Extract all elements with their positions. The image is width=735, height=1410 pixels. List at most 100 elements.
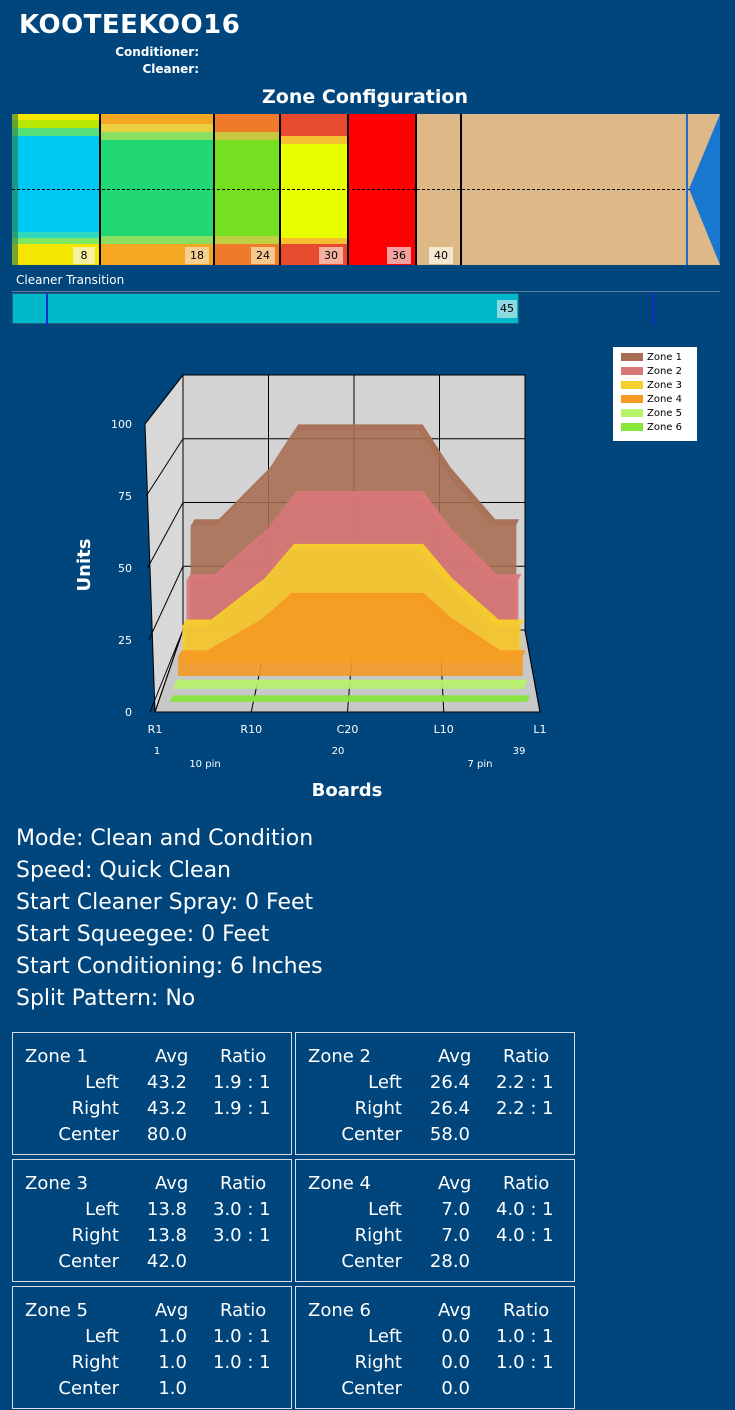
legend-entry-zone-2: Zone 2 (621, 366, 682, 378)
x-sub-label: 20 (332, 746, 345, 757)
ratio-header: Ratio (220, 1173, 267, 1194)
zone-name: Zone 4 (308, 1173, 371, 1194)
zone-name: Zone 3 (25, 1173, 88, 1194)
avg-header: Avg (438, 1300, 472, 1321)
left-ratio: 1.9 : 1 (213, 1072, 271, 1093)
left-ratio: 1.0 : 1 (213, 1326, 271, 1347)
legend-entry-zone-1: Zone 1 (621, 352, 682, 364)
zone-3-area-top (182, 543, 524, 626)
zone-5-stats-card: Zone 5 Avg Ratio Left 1.0 1.0 : 1 Right 1.0 1.0 … (12, 1286, 292, 1409)
zone-1-area-top (191, 424, 520, 526)
left-ratio: 2.2 : 1 (496, 1072, 554, 1093)
right-ratio: 2.2 : 1 (496, 1098, 554, 1119)
speed-setting: Speed: Quick Clean (16, 858, 232, 883)
zone-5-area (173, 685, 526, 689)
zone-marker: 8 (73, 247, 95, 264)
lane-zone-4: 30 (281, 114, 349, 265)
left-label: Left (85, 1072, 119, 1093)
right-ratio: 4.0 : 1 (496, 1225, 554, 1246)
x-sub-label: 10 pin (189, 759, 220, 770)
center-avg: 42.0 (146, 1251, 187, 1272)
zone-marker: 40 (429, 247, 453, 264)
x-tick-label: R1 (148, 723, 163, 736)
split-pattern-setting: Split Pattern: No (16, 986, 196, 1011)
cleaner-transition-marker: 45 (497, 300, 517, 318)
ratio-header: Ratio (220, 1046, 267, 1067)
zone-4-area (177, 598, 523, 676)
zone-4-area-top (178, 592, 526, 657)
right-label: Right (71, 1225, 119, 1246)
right-avg: 43.2 (146, 1098, 187, 1119)
zone-configuration-title: Zone Configuration (262, 86, 468, 108)
zone-name: Zone 1 (25, 1046, 88, 1067)
avg-header: Avg (438, 1173, 472, 1194)
chart-legend: Zone 1 Zone 2 Zone 3 Zone 4 Zone 5 Zone … (613, 347, 697, 441)
zone-3-stats-card: Zone 3 Avg Ratio Left 13.8 3.0 : 1 Right 13.8 3.… (12, 1159, 292, 1282)
chart-y-axis-label: Units (74, 539, 95, 592)
x-sub-label: 7 pin (467, 759, 492, 770)
left-avg: 13.8 (146, 1199, 187, 1220)
avg-header: Avg (438, 1046, 472, 1067)
avg-header: Avg (155, 1300, 189, 1321)
right-avg: 7.0 (441, 1225, 470, 1246)
left-label: Left (85, 1199, 119, 1220)
cleaner-label: Cleaner: (142, 62, 199, 76)
center-label: Center (58, 1124, 119, 1145)
x-sub-label: 39 (513, 746, 526, 757)
ratio-header: Ratio (503, 1300, 550, 1321)
ratio-header: Ratio (503, 1173, 550, 1194)
left-label: Left (368, 1072, 402, 1093)
zone-2-stats-card: Zone 2 Avg Ratio Left 26.4 2.2 : 1 Right 26.4 2.… (295, 1032, 575, 1155)
lane-center-line (12, 189, 720, 190)
right-ratio: 1.0 : 1 (496, 1352, 554, 1373)
left-avg: 43.2 (146, 1072, 187, 1093)
cleaner-transition-label: Cleaner Transition (16, 273, 125, 287)
x-tick-label: R10 (240, 723, 262, 736)
center-label: Center (341, 1124, 402, 1145)
start-squeegee-setting: Start Squeegee: 0 Feet (16, 922, 270, 947)
right-label: Right (354, 1352, 402, 1373)
conditioner-label: Conditioner: (115, 45, 199, 59)
right-label: Right (71, 1098, 119, 1119)
start-conditioning-setting: Start Conditioning: 6 Inches (16, 954, 323, 979)
zone-marker: 18 (185, 247, 209, 264)
left-avg: 0.0 (441, 1326, 470, 1347)
avg-header: Avg (155, 1173, 189, 1194)
pin-deck-arrow-icon (686, 114, 720, 265)
left-ratio: 3.0 : 1 (213, 1199, 271, 1220)
legend-entry-zone-4: Zone 4 (621, 394, 682, 406)
right-ratio: 1.9 : 1 (213, 1098, 271, 1119)
x-tick-label: C20 (337, 723, 359, 736)
left-label: Left (368, 1199, 402, 1220)
left-label: Left (85, 1326, 119, 1347)
zone-marker: 30 (319, 247, 343, 264)
center-avg: 1.0 (158, 1378, 187, 1399)
mode-setting: Mode: Clean and Condition (16, 826, 314, 851)
zone-marker: 36 (387, 247, 411, 264)
legend-entry-zone-6: Zone 6 (621, 422, 682, 434)
zone-2-area-top (186, 491, 522, 581)
legend-entry-zone-5: Zone 5 (621, 408, 682, 420)
center-label: Center (58, 1251, 119, 1272)
right-label: Right (354, 1225, 402, 1246)
pattern-title: KOOTEEKOO16 (19, 10, 241, 40)
center-label: Center (58, 1378, 119, 1399)
x-sub-label: 1 (154, 746, 160, 757)
zone-name: Zone 6 (308, 1300, 371, 1321)
cleaner-transition-start-line (46, 293, 48, 326)
left-label: Left (368, 1326, 402, 1347)
zone-4-stats-card: Zone 4 Avg Ratio Left 7.0 4.0 : 1 Right 7.0 4.0 … (295, 1159, 575, 1282)
center-avg: 58.0 (429, 1124, 470, 1145)
left-avg: 7.0 (441, 1199, 470, 1220)
y-tick-label: 25 (118, 634, 132, 647)
right-avg: 1.0 (158, 1352, 187, 1373)
zone-name: Zone 2 (308, 1046, 371, 1067)
right-avg: 26.4 (429, 1098, 470, 1119)
right-ratio: 1.0 : 1 (213, 1352, 271, 1373)
right-avg: 0.0 (441, 1352, 470, 1373)
right-label: Right (354, 1098, 402, 1119)
zone-configuration-lane: 8 18 24 30 36 40 (12, 114, 720, 265)
cleaner-transition-bar: 45 (12, 293, 519, 324)
left-avg: 1.0 (158, 1326, 187, 1347)
